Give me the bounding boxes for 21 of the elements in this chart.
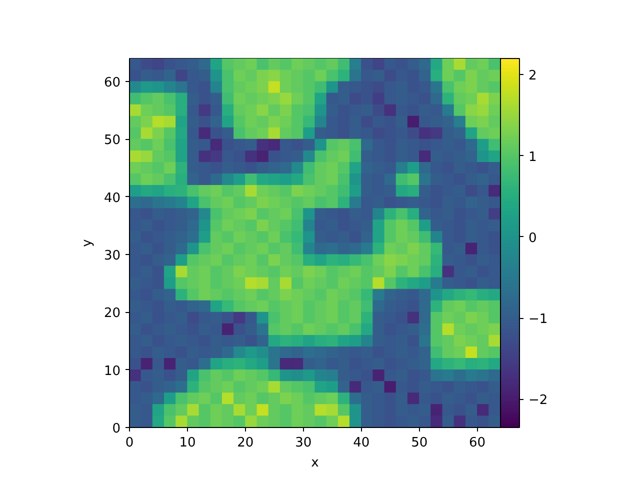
color-bar-label: −1 bbox=[528, 312, 548, 328]
y-tick-label: 50 bbox=[104, 133, 121, 148]
x-tick-label: 60 bbox=[469, 436, 486, 450]
color-bar-label: 0 bbox=[528, 230, 537, 246]
color-bar-label: 1 bbox=[528, 150, 537, 165]
x-axis-title: x bbox=[311, 456, 320, 470]
x-tick-label: 20 bbox=[237, 436, 254, 450]
color-bar-label: 2 bbox=[528, 68, 537, 84]
x-tick-label: 10 bbox=[179, 436, 196, 450]
color-bar-label: −2 bbox=[528, 393, 548, 408]
y-axis-title: y bbox=[80, 238, 95, 247]
y-tick-label: 60 bbox=[104, 76, 121, 91]
y-tick-label: 30 bbox=[104, 248, 121, 264]
x-tick-label: 30 bbox=[295, 436, 312, 450]
x-tick-label: 0 bbox=[125, 436, 134, 450]
y-tick-label: 20 bbox=[104, 306, 121, 322]
y-tick-label: 0 bbox=[112, 422, 121, 436]
x-tick-label: 50 bbox=[411, 436, 428, 450]
y-tick-label: 10 bbox=[104, 364, 121, 379]
x-tick-label: 40 bbox=[353, 436, 370, 450]
y-tick-label: 40 bbox=[104, 190, 121, 206]
